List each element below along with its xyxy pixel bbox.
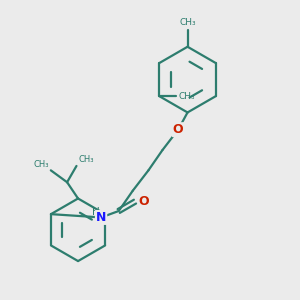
Text: CH₃: CH₃ <box>78 155 94 164</box>
Text: CH₃: CH₃ <box>34 160 49 169</box>
Text: O: O <box>139 195 149 208</box>
Text: H: H <box>92 207 99 217</box>
Text: CH₃: CH₃ <box>179 18 196 27</box>
Text: N: N <box>96 211 106 224</box>
Text: CH₃: CH₃ <box>178 92 195 100</box>
Text: O: O <box>173 123 184 136</box>
